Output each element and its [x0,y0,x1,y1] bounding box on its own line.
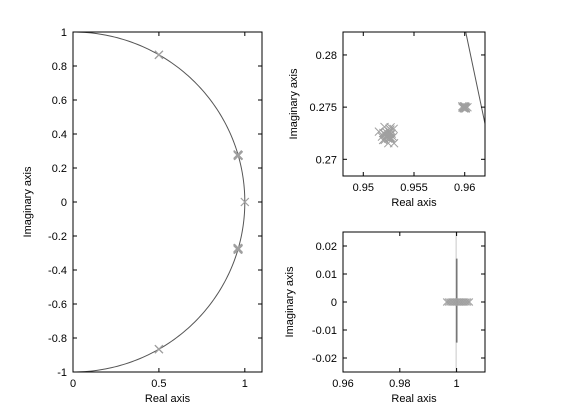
main-xtick-label: 1 [242,378,248,390]
lower-xtick-label: 1 [454,378,460,390]
lower-ytick-label: -0.01 [312,325,337,337]
lower-ytick-label: 0.02 [316,241,337,253]
main-ytick-label: 0.4 [52,129,67,141]
pole-marker [462,298,470,306]
lower-ticks: 0.96 0.98 1 0.02 0.01 0 -0.01 -0.02 [312,232,485,390]
lower-x-axis-label: Real axis [391,393,437,405]
main-ytick-label: -0.6 [48,299,67,311]
chart-main: 0 0.5 1 1 0.8 0.6 0.4 0.2 0 -0.2 -0.4 -0.6 -0.8 -1 Re… [22,27,263,405]
pole-marker [463,102,472,112]
unit-circle-curve [465,32,485,124]
upper-xtick-label: 0.96 [454,182,475,194]
lower-xtick-label: 0.98 [389,378,410,390]
main-y-axis-label: Imaginary axis [22,166,34,237]
unit-circle-curve [72,31,246,373]
lower-y-axis-label: Imaginary axis [284,266,296,337]
pole-marker [389,124,399,134]
upper-xtick-label: 0.955 [400,182,428,194]
pole-marker [154,344,164,354]
main-ytick-label: 0.2 [52,163,67,175]
main-ytick-label: 0.8 [52,61,67,73]
main-ytick-label: 1 [61,27,67,39]
pole-marker [388,132,398,142]
chart-zoom-upper: 0.95 0.955 0.96 0.28 0.275 0.27 Real axis Ima… [288,31,486,209]
pole-marker [459,103,469,113]
pole-marker [380,135,390,145]
main-ytick-label: -0.8 [48,333,67,345]
main-ytick-label: -0.4 [48,265,67,277]
main-x-axis-label: Real axis [145,393,191,405]
chart-zoom-lower: 0.96 0.98 1 0.02 0.01 0 -0.01 -0.02 Real axis I… [284,231,486,405]
pole-marker [386,133,396,143]
main-xtick-label: 0 [70,378,76,390]
main-ytick-label: 0.6 [52,95,67,107]
pole-marker [233,150,243,160]
main-ticks: 0 0.5 1 1 0.8 0.6 0.4 0.2 0 -0.2 -0.4 -0.6 -0.8 -1 [48,27,262,390]
pole-marker [154,50,164,60]
pole-marker [240,197,250,207]
main-xtick-label: 0.5 [151,378,166,390]
pole-marker [463,298,472,306]
lower-ytick-label: 0.01 [316,269,337,281]
lower-xtick-label: 0.96 [332,378,353,390]
upper-ticks: 0.95 0.955 0.96 0.28 0.275 0.27 [309,32,485,194]
upper-y-axis-label: Imaginary axis [288,68,300,139]
main-plot-content [72,31,250,373]
pole-marker [379,128,388,138]
lower-ytick-label: 0 [331,297,337,309]
upper-xtick-label: 0.95 [353,182,374,194]
main-ytick-label: -0.2 [48,231,67,243]
upper-ytick-label: 0.28 [316,50,337,62]
pole-marker [378,135,388,145]
main-ytick-label: 0 [61,197,67,209]
pole-marker [459,102,469,111]
upper-ytick-label: 0.275 [309,102,337,114]
lower-ytick-label: -0.02 [312,353,337,365]
upper-plot-content [374,32,485,148]
upper-ytick-label: 0.27 [316,154,337,166]
main-ytick-label: -1 [57,367,67,379]
pole-marker [465,298,474,306]
lower-plot-content [442,232,474,372]
pole-marker [386,122,395,132]
upper-x-axis-label: Real axis [391,197,437,209]
main-axes-frame [72,31,263,373]
pole-marker [233,244,243,254]
